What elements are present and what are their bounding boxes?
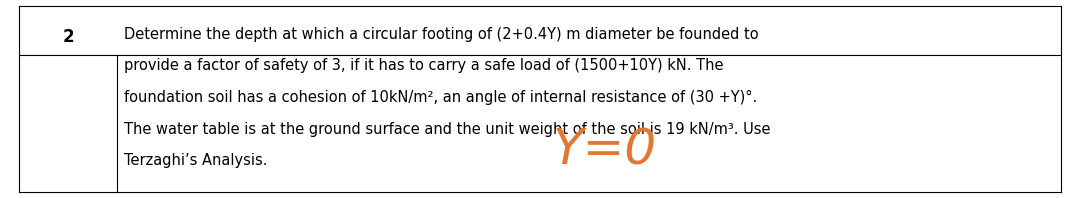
Text: foundation soil has a cohesion of 10kN/m², an angle of internal resistance of (3: foundation soil has a cohesion of 10kN/m… [124, 90, 757, 105]
Text: The water table is at the ground surface and the unit weight of the soil is 19 k: The water table is at the ground surface… [124, 122, 771, 137]
Text: provide a factor of safety of 3, if it has to carry a safe load of (1500+10Y) kN: provide a factor of safety of 3, if it h… [124, 58, 724, 73]
Text: Y=0: Y=0 [553, 126, 657, 174]
Text: 2: 2 [63, 28, 73, 46]
Text: Determine the depth at which a circular footing of (2+0.4Y) m diameter be founde: Determine the depth at which a circular … [124, 27, 759, 42]
Text: Terzaghi’s Analysis.: Terzaghi’s Analysis. [124, 153, 268, 168]
